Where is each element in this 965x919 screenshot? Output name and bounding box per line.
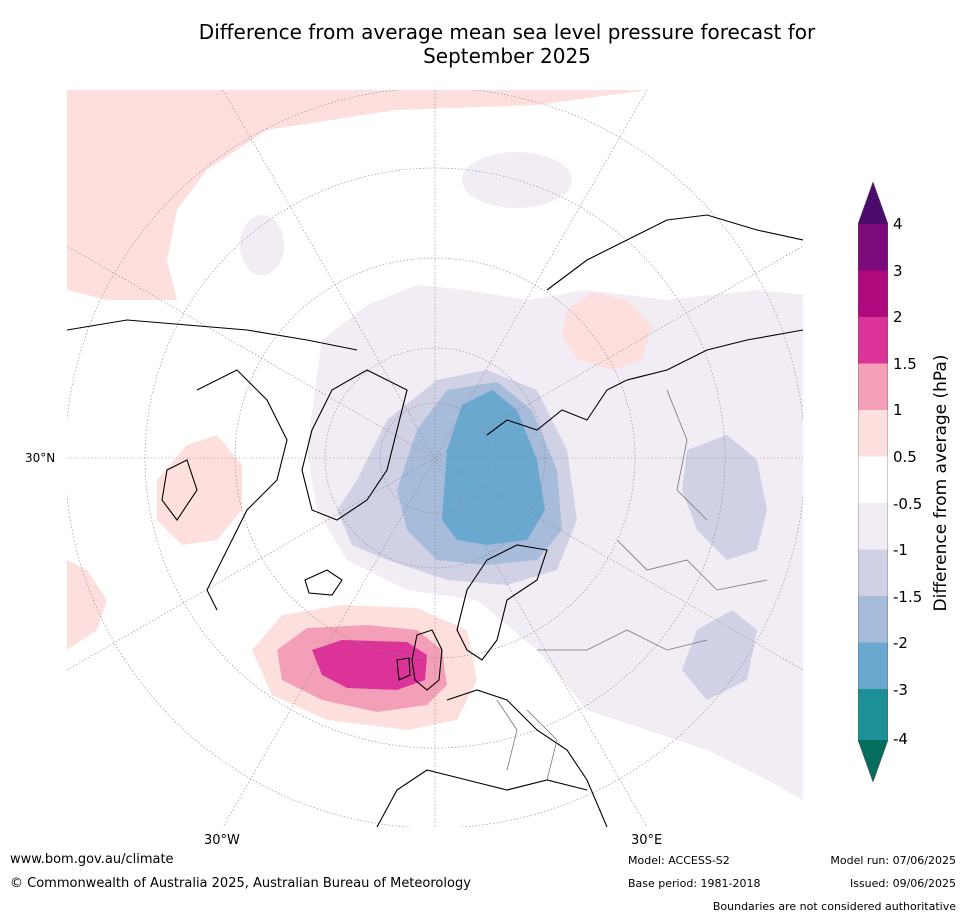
graticule — [67, 90, 803, 827]
colorbar-extension-bottom — [858, 740, 888, 782]
colorbar-tick-1.5: 1.5 — [893, 355, 917, 373]
colorbar-tick-4: 4 — [893, 215, 903, 233]
coastline-great-britain — [411, 629, 443, 691]
colorbar-tick-2: 2 — [893, 308, 903, 326]
footer-url[interactable]: www.bom.gov.au/climate — [10, 852, 174, 867]
coastline-iceland — [304, 569, 343, 596]
colorbar-tick-m1: -1 — [893, 541, 908, 559]
colorbar-extension-top — [858, 182, 888, 224]
longitude-label-30w: 30°W — [204, 833, 240, 848]
colorbar-band-1.5-to-2 — [858, 317, 888, 364]
colorbar-band-m4-to-m3 — [858, 689, 888, 740]
footer-issued: Issued: 09/06/2025 — [849, 877, 956, 890]
forecast-map[interactable] — [67, 90, 803, 827]
anomaly-positive-pacific — [67, 90, 647, 300]
longitude-label-30e: 30°E — [631, 833, 663, 848]
graticule-meridian-diag-4 — [67, 245, 803, 671]
anomaly-positive-atlantic-outer — [157, 435, 242, 545]
border-europe-1 — [496, 699, 518, 771]
coastline-north-america — [67, 319, 358, 351]
anomaly-negative-arctic-blob-2 — [240, 215, 284, 275]
coastline-ireland — [396, 657, 411, 681]
footer-model-run: Model run: 07/06/2025 — [830, 854, 956, 867]
country-borders — [496, 389, 768, 781]
anomaly-positive-west-edge — [67, 560, 107, 650]
colorbar-tick-m0.5: -0.5 — [893, 495, 923, 513]
coastline-greenland — [301, 369, 408, 521]
colorbar-band-m3-to-m2 — [858, 642, 888, 689]
footer-copyright: © Commonwealth of Australia 2025, Austra… — [10, 876, 471, 891]
coastline-eurasia-north — [486, 329, 803, 436]
graticule-circle-70 — [324, 347, 546, 569]
footer-base-period: Base period: 1981-2018 — [628, 877, 761, 890]
colorbar-tick-m4: -4 — [893, 730, 908, 748]
border-europe-2 — [526, 709, 558, 781]
map-svg — [67, 90, 803, 827]
colorbar-tick-1: 1 — [893, 401, 903, 419]
colorbar-band-m1.5-to-m1 — [858, 549, 888, 596]
coastline-canadian-arctic — [196, 369, 288, 611]
border-eurasia-1 — [537, 629, 708, 651]
colorbar-tick-3: 3 — [893, 262, 903, 280]
colorbar-tick-m3: -3 — [893, 681, 908, 699]
footer-disclaimer: Boundaries are not considered authoritat… — [712, 900, 956, 913]
title-line-2: September 2025 — [423, 44, 591, 68]
title-line-1: Difference from average mean sea level p… — [198, 20, 816, 44]
colorbar-tick-m1.5: -1.5 — [893, 588, 923, 606]
coastlines — [67, 214, 803, 827]
colorbar-label: Difference from average (hPa) — [931, 354, 951, 612]
colorbar-band-0.5-to-1 — [858, 410, 888, 457]
coastline-scandinavia — [456, 544, 548, 661]
colorbar-band-neutral — [858, 456, 888, 503]
footer-model: Model: ACCESS-S2 — [628, 854, 730, 867]
border-eurasia-3 — [666, 389, 708, 521]
anomaly-positive-siberia — [562, 292, 652, 370]
coastline-eurasia-east — [546, 214, 803, 291]
latitude-label-30n: 30°N — [25, 451, 56, 465]
colorbar-band-2-to-3 — [858, 270, 888, 317]
coastline-europe — [446, 689, 608, 827]
colorbar-band-3-to-4 — [858, 224, 888, 271]
colorbar — [858, 182, 888, 782]
coastline-mediterranean — [376, 769, 588, 827]
colorbar-band-m1-to-m0.5 — [858, 503, 888, 550]
border-eurasia-2 — [616, 539, 768, 591]
colorbar-band-1-to-1.5 — [858, 363, 888, 410]
colorbar-band-m2-to-m1.5 — [858, 596, 888, 643]
colorbar-tick-m2: -2 — [893, 634, 908, 652]
map-title: Difference from average mean sea level p… — [0, 20, 965, 68]
anomaly-moderate-negative-asia — [682, 435, 767, 560]
coastline-hudson — [161, 459, 198, 521]
colorbar-tick-0.5: 0.5 — [893, 448, 917, 466]
